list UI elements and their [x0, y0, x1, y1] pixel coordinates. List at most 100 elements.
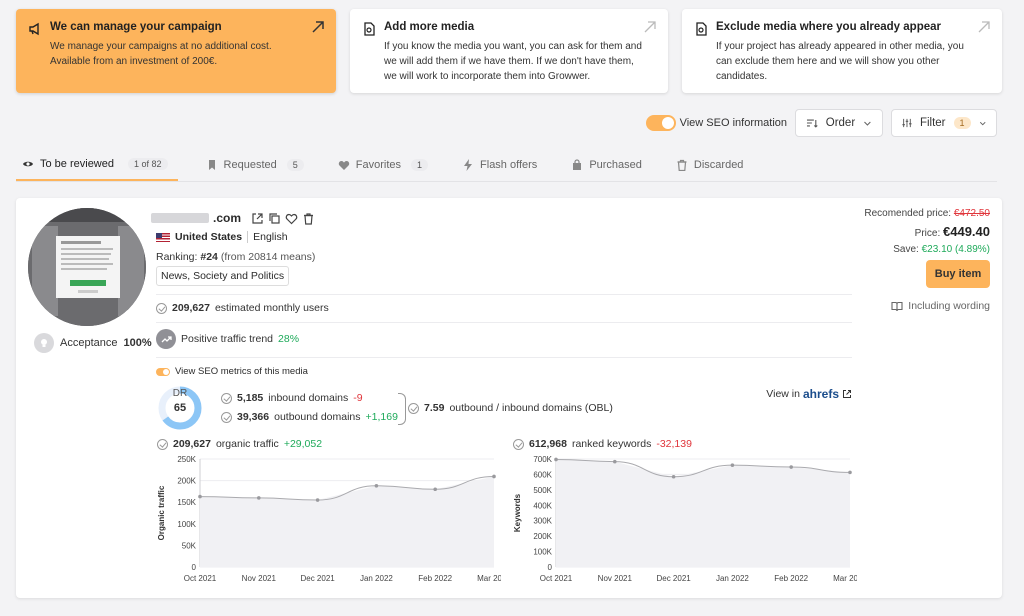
ahrefs-logo-a: a [802, 387, 810, 401]
toolbar: View SEO information Order Filter 1 [645, 109, 997, 137]
divider [156, 357, 852, 358]
copy-icon[interactable] [268, 212, 281, 225]
domain-tld: .com [213, 211, 242, 225]
tab-flash-offers[interactable]: Flash offers [456, 148, 543, 181]
data-point [613, 459, 617, 464]
language: English [253, 231, 288, 243]
x-tick-label: Jan 2022 [716, 574, 749, 583]
y-tick-label: 400K [533, 501, 552, 510]
data-point [315, 498, 320, 502]
card-title: Add more media [384, 21, 475, 33]
organic-traffic-chart: Organic traffic 0 50K 100K 150K 200K 250K Oct 2… [157, 455, 501, 583]
check-circle-icon [156, 302, 167, 314]
y-tick-label: 150K [177, 498, 196, 507]
acceptance-label: Acceptance [60, 337, 118, 349]
seo-metrics-toggle-row[interactable]: View SEO metrics of this media [156, 366, 308, 377]
outbound-value: 39,366 [237, 411, 270, 423]
country-name: United States [175, 231, 243, 243]
trash-icon[interactable] [302, 212, 315, 225]
y-tick-label: 250K [177, 455, 196, 464]
data-point [789, 465, 793, 469]
card-desc-line: If you know the media you want, you can … [384, 41, 642, 52]
arrow-up-right-icon[interactable] [310, 19, 326, 35]
heart-icon[interactable] [285, 212, 298, 225]
tab-count: 5 [286, 158, 304, 171]
x-tick-label: Nov 2021 [598, 574, 633, 583]
check-circle-icon [408, 402, 419, 414]
data-point [433, 487, 438, 492]
seo-info-toggle[interactable] [645, 115, 676, 131]
domain-name-redacted [151, 213, 209, 223]
megaphone-icon [29, 22, 39, 36]
check-circle-icon [221, 411, 232, 423]
arrow-up-right-icon[interactable] [976, 19, 992, 35]
exclude-media-card[interactable]: Exclude media where you already appear I… [682, 9, 1002, 93]
check-circle-icon [221, 392, 232, 404]
tab-label: To be reviewed [40, 157, 114, 170]
order-button[interactable]: Order [795, 109, 883, 137]
chevron-down-icon [979, 121, 986, 125]
chart-title-value: 209,627 [173, 438, 211, 450]
ranking-note: (from 20814 means) [220, 251, 316, 263]
domain-rating-arc [158, 386, 202, 430]
recommended-price-value: €472.50 [953, 208, 990, 219]
add-media-card[interactable]: Add more media If you know the media you… [350, 9, 668, 93]
website-screenshot-image [28, 208, 146, 326]
bookmark-icon [208, 159, 215, 170]
dr-value: 65 [173, 402, 187, 414]
y-tick-label: 600K [533, 470, 552, 479]
arrow-up-right-icon[interactable] [642, 19, 658, 35]
x-tick-label: Mar 2022 [833, 574, 857, 583]
x-tick-label: Dec 2021 [656, 574, 691, 583]
seo-info-toggle-group[interactable]: View SEO information [645, 115, 787, 131]
domain-rating-text: DR 65 [157, 387, 203, 415]
recommended-price-label: Recomended price: [864, 208, 952, 219]
y-tick-label: 0 [192, 563, 197, 572]
tab-discarded[interactable]: Discarded [670, 148, 750, 181]
data-point [198, 494, 202, 499]
ahrefs-logo-rest: hrefs [809, 387, 839, 401]
x-tick-label: Feb 2022 [774, 574, 808, 583]
filter-button[interactable]: Filter 1 [891, 109, 997, 137]
card-desc-line: we will work to incorporate them into Gr… [384, 71, 591, 82]
us-flag-icon [156, 232, 170, 242]
ranking-row: Ranking: #24 (from 20814 means) [156, 251, 315, 263]
manage-campaign-card[interactable]: We can manage your campaign We manage yo… [16, 9, 336, 93]
tab-count: 1 of 82 [128, 157, 168, 170]
lightning-icon [464, 158, 473, 171]
x-tick-label: Nov 2021 [242, 574, 277, 583]
add-media-icon [364, 22, 375, 36]
tab-favorites[interactable]: Favorites 1 [332, 148, 434, 181]
y-tick-label: 300K [533, 517, 552, 526]
bracket [398, 393, 406, 425]
y-tick-label: 200K [533, 532, 552, 541]
view-in-ahrefs-link[interactable]: View in ahrefs [766, 387, 852, 401]
buy-item-button[interactable]: Buy item [926, 260, 990, 288]
data-point [671, 474, 676, 479]
media-thumbnail[interactable] [28, 208, 146, 326]
divider [247, 231, 249, 243]
country-row: United States English [156, 231, 288, 243]
card-desc-line: candidates. [716, 71, 768, 82]
wording-label: Including wording [908, 300, 990, 312]
tab-requested[interactable]: Requested 5 [200, 148, 310, 181]
x-tick-label: Dec 2021 [300, 574, 335, 583]
external-link-icon[interactable] [251, 212, 264, 225]
monthly-users-value: 209,627 [172, 302, 210, 314]
seo-metrics-toggle[interactable] [156, 367, 170, 376]
chevron-down-icon [864, 121, 871, 126]
y-tick-label: 700K [533, 455, 552, 464]
price-value: €449.40 [943, 224, 990, 239]
y-axis-label: Organic traffic [157, 485, 166, 540]
tab-label: Purchased [589, 158, 642, 171]
tab-purchased[interactable]: Purchased [565, 148, 648, 181]
y-tick-label: 100K [533, 548, 552, 557]
obl-value: 7.59 [424, 402, 445, 414]
x-tick-label: Jan 2022 [360, 574, 393, 583]
data-point [848, 470, 852, 475]
series-area [556, 459, 850, 567]
chart-title-delta: +29,052 [283, 438, 323, 450]
tab-label: Flash offers [480, 158, 538, 171]
tab-to-be-reviewed[interactable]: To be reviewed 1 of 82 [16, 148, 178, 181]
dr-label: DR [172, 388, 188, 399]
